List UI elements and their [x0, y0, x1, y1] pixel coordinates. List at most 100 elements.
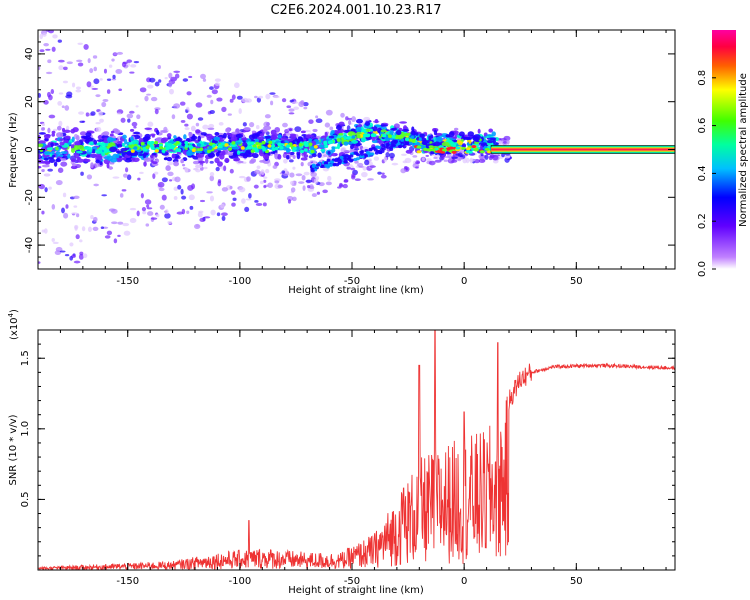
spectrogram-cell [122, 134, 127, 140]
spectrogram-cell [99, 78, 103, 81]
spectrogram-xtick-label: 0 [461, 276, 467, 287]
spectrogram-cell [157, 181, 165, 188]
spectrogram-cell [435, 136, 443, 143]
spectrogram-cell [195, 122, 200, 127]
spectrogram-cell [73, 195, 80, 200]
spectrogram-cell [119, 193, 124, 198]
spectrogram-cell [48, 156, 54, 160]
spectrogram-cell [256, 97, 261, 103]
spectrogram-cell [146, 93, 151, 96]
spectrogram-cell [451, 156, 458, 160]
spectrogram-cell [83, 146, 92, 150]
spectrogram-cell [385, 143, 390, 147]
spectrogram-cell [143, 161, 147, 167]
spectrogram-cell [190, 125, 196, 132]
spectrogram-cell [480, 152, 484, 157]
spectrogram-cell [463, 134, 470, 137]
spectrogram-cell [288, 112, 295, 115]
spectrogram-ticks: -150 -100 -50 0 50 -40 -20 0 20 40 [24, 29, 675, 287]
spectrogram-cell-strong [356, 134, 361, 139]
spectrogram-cell [277, 153, 282, 160]
spectrogram-cell-strong [336, 138, 341, 142]
spectrogram-cell [152, 173, 156, 179]
spectrogram-cell-strong [254, 148, 259, 153]
spectrogram-cell [263, 176, 268, 179]
spectrogram-cell [325, 109, 333, 116]
spectrogram-cell [69, 242, 74, 247]
spectrogram-cell [106, 78, 112, 82]
spectrogram-cell [43, 228, 48, 234]
spectrogram-cell [255, 124, 260, 130]
spectrogram-cell [55, 151, 61, 156]
spectrogram-cell [214, 78, 221, 82]
spectrogram-cell [262, 202, 267, 207]
spectrogram-cell [62, 192, 67, 198]
spectrogram-trace-core [491, 148, 675, 151]
colorbar-tick-label: 0.0 [697, 261, 708, 277]
spectrogram-cell [161, 194, 167, 201]
spectrogram-cell [77, 42, 83, 45]
spectrogram-cell [300, 157, 308, 161]
spectrogram-cell [452, 136, 457, 139]
spectrogram-cell [154, 81, 160, 87]
spectrogram-cell [152, 161, 158, 165]
colorbar: 0.0 0.2 0.4 0.6 0.8 Normalized spectral ampl… [697, 30, 749, 277]
snr-xtick-label: 50 [570, 576, 583, 587]
colorbar-label: Normalized spectral amplitude [738, 73, 749, 227]
spectrogram-cell-strong [161, 149, 166, 153]
spectrogram-cell-strong [308, 142, 313, 147]
spectrogram-cell [236, 95, 243, 100]
spectrogram-cell [48, 114, 56, 119]
snr-scale-close: ) [9, 309, 20, 313]
spectrogram-cell [174, 176, 181, 183]
spectrogram-cell [326, 158, 331, 162]
spectrogram-cell [419, 133, 425, 139]
spectrogram-cell [195, 102, 203, 108]
spectrogram-cell [303, 171, 310, 176]
spectrogram-cell [86, 174, 93, 180]
spectrogram-cell [174, 73, 180, 79]
spectrogram-cell [130, 157, 136, 161]
spectrogram-cell [96, 139, 104, 143]
spectrogram-cell [225, 127, 231, 133]
spectrogram-cell [396, 141, 401, 146]
spectrogram-cell-strong [130, 149, 135, 153]
spectrogram-cell [348, 164, 353, 167]
spectrogram-cell [61, 105, 65, 108]
spectrogram-cell-strong [391, 134, 396, 139]
spectrogram-cell [506, 139, 510, 145]
spectrogram-cell [354, 160, 359, 164]
spectrogram-cell [121, 61, 127, 68]
spectrogram-cell [135, 105, 139, 108]
spectrogram-cell [38, 153, 41, 159]
spectrogram-cell-line [451, 150, 457, 154]
spectrogram-cell [315, 115, 319, 119]
spectrogram-cell-strong [257, 145, 262, 150]
spectrogram-cell [133, 131, 141, 135]
spectrogram-cell-line [455, 146, 461, 150]
spectrogram-cell [158, 79, 162, 83]
spectrogram-cell [292, 166, 296, 170]
spectrogram-cell [238, 175, 246, 179]
spectrogram-cell [270, 134, 278, 141]
spectrogram-cell [99, 142, 106, 146]
spectrogram-cell [111, 78, 117, 81]
spectrogram-cell-strong [175, 140, 180, 145]
spectrogram-cell [430, 151, 435, 155]
spectrogram-cell [66, 153, 71, 159]
spectrogram-cell [360, 137, 366, 143]
spectrogram-cell [117, 234, 121, 238]
spectrogram-cell [90, 215, 94, 220]
spectrogram-cell [420, 137, 427, 142]
spectrogram-cell [51, 238, 55, 242]
spectrogram-cell [60, 151, 68, 155]
snr-scale-prefix: (x10 [9, 317, 20, 340]
spectrogram-cell [258, 95, 264, 99]
spectrogram-cell [501, 152, 506, 158]
spectrogram-cell [48, 158, 56, 164]
spectrogram-cell [206, 94, 212, 98]
spectrogram-cell [124, 138, 128, 145]
spectrogram-cell [173, 70, 181, 74]
spectrogram-cell [216, 212, 221, 217]
